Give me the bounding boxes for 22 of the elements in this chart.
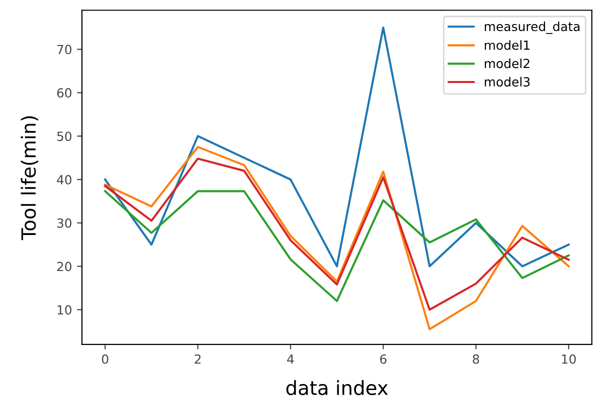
line-series — [104, 146, 570, 330]
legend-label: measured_data — [484, 22, 580, 34]
y-axis-title: Tool life(min) — [20, 116, 38, 240]
x-axis-title: data index — [286, 380, 388, 396]
x-tick-label: 2 — [194, 354, 201, 364]
x-tick-label: 10 — [562, 354, 576, 364]
y-tick-label: 50 — [57, 132, 72, 142]
x-tick-label: 8 — [472, 354, 480, 364]
legend-label: model2 — [484, 58, 530, 68]
line-series — [104, 190, 570, 302]
y-tick-label: 40 — [56, 174, 72, 184]
x-tick-label: 0 — [102, 354, 108, 364]
y-tick-label: 10 — [58, 305, 72, 315]
x-tick-label: 4 — [287, 354, 294, 364]
line-series — [104, 158, 570, 311]
y-tick-label: 30 — [57, 218, 72, 228]
legend-label: model1 — [484, 40, 530, 50]
y-tick-label: 70 — [57, 44, 72, 54]
x-tick-label: 6 — [380, 354, 386, 364]
legend-label: model3 — [484, 76, 530, 87]
y-tick-label: 20 — [57, 262, 72, 272]
y-tick-label: 60 — [57, 88, 72, 98]
